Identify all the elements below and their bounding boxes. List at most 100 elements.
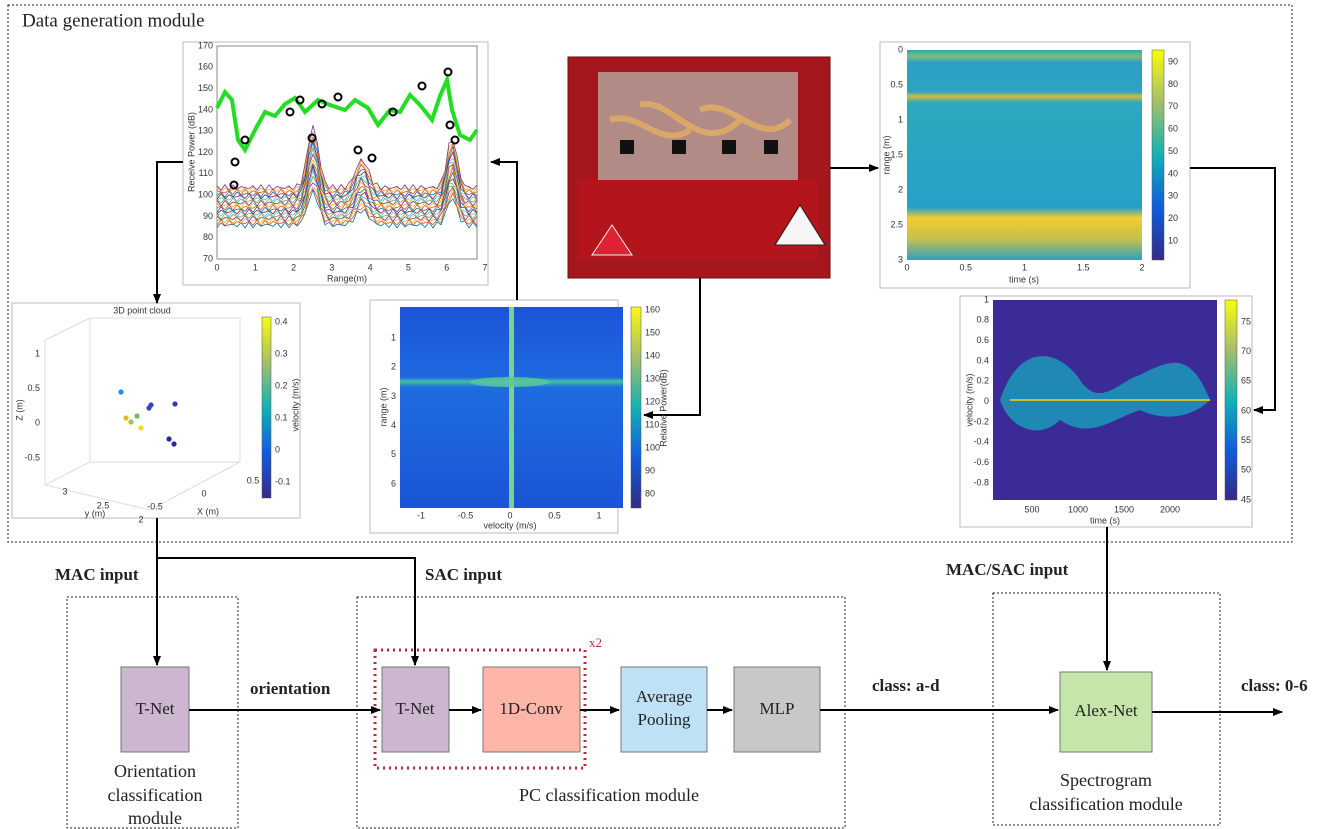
tick-label: 2: [1139, 262, 1144, 272]
tick-label: 0.3: [275, 348, 288, 358]
range-time-figure: [880, 42, 1190, 288]
tick-label: 140: [645, 350, 660, 360]
tick-label: 160: [198, 62, 213, 72]
axis-label: velocity (m/s): [290, 378, 300, 431]
tick-label: 1.5: [1077, 262, 1090, 272]
tick-label: 500: [1024, 504, 1039, 514]
axis-label: velocity (m/s): [964, 373, 974, 426]
tick-label: 90: [645, 465, 655, 475]
tick-label: 1: [984, 294, 989, 304]
tick-label: 0.2: [275, 380, 288, 390]
block-label: Alex-Net: [1074, 701, 1138, 720]
tick-label: 0.8: [976, 315, 989, 325]
tick-label: 60: [1241, 405, 1251, 415]
axis-label: X (m): [197, 506, 219, 516]
tick-label: -1: [417, 510, 425, 520]
range-doppler-figure: [370, 300, 641, 533]
axis-label: Range(m): [327, 273, 367, 283]
module-label: PC classification module: [519, 785, 699, 805]
tick-label: 1: [1022, 262, 1027, 272]
tick-label: 0.5: [27, 383, 40, 393]
tick-label: 20: [1168, 213, 1178, 223]
tick-label: 60: [1168, 124, 1178, 134]
range-profile-figure: [183, 42, 488, 285]
axis-label: time (s): [1090, 515, 1120, 525]
block-label: T-Net: [395, 699, 434, 718]
tick-label: 0.5: [548, 510, 561, 520]
module-label: module: [128, 808, 182, 828]
tick-label: 150: [198, 83, 213, 93]
tick-label: 80: [203, 232, 213, 242]
tick-label: 5: [391, 449, 396, 459]
axis-label: range (m): [378, 387, 388, 426]
input-label: SAC input: [425, 565, 502, 584]
tick-label: 110: [199, 168, 213, 178]
point-cloud-figure: [12, 303, 300, 518]
tick-label: -0.5: [24, 452, 40, 462]
tick-label: 6: [391, 478, 396, 488]
tick-label: 1: [391, 332, 396, 342]
tick-label: 2: [391, 362, 396, 372]
axis-label: velocity (m/s): [483, 520, 536, 530]
tick-label: 120: [198, 147, 213, 157]
tick-label: 3: [62, 486, 67, 496]
tick-label: 2.5: [890, 219, 903, 229]
tick-label: 3: [391, 391, 396, 401]
tick-label: 0.6: [976, 335, 989, 345]
tick-label: 0.2: [976, 376, 989, 386]
tick-label: 50: [1241, 465, 1251, 475]
tick-label: 160: [645, 304, 660, 314]
diagram: Data generation module: [0, 0, 1335, 829]
tick-label: -0.4: [973, 437, 989, 447]
tick-label: 2000: [1160, 504, 1180, 514]
tick-label: 1.5: [890, 149, 903, 159]
tick-label: -0.5: [458, 510, 474, 520]
repeat-label: x2: [589, 635, 602, 650]
tick-label: 0: [275, 444, 280, 454]
tick-label: 0: [201, 488, 206, 498]
tick-label: 90: [1168, 56, 1178, 66]
tick-label: -0.5: [147, 501, 163, 511]
tick-label: 0: [214, 262, 219, 272]
module-label: classification: [108, 785, 203, 805]
tick-label: 0: [984, 396, 989, 406]
tick-label: 4: [368, 262, 373, 272]
block-label: T-Net: [135, 699, 174, 718]
tick-label: 0.5: [247, 475, 260, 485]
block-label: MLP: [760, 699, 795, 718]
block-label: Average: [636, 687, 692, 706]
axis-label: Z (m): [14, 399, 24, 421]
tick-label: 80: [645, 488, 655, 498]
tick-label: 170: [198, 40, 213, 50]
tick-label: 40: [1168, 168, 1178, 178]
tick-label: 45: [1241, 494, 1251, 504]
tick-label: 150: [645, 327, 660, 337]
module-label: Orientation: [114, 761, 196, 781]
module-label: classification module: [1029, 794, 1182, 814]
tick-label: 4: [391, 420, 396, 430]
tick-label: 10: [1168, 235, 1178, 245]
tick-label: 0: [898, 44, 903, 54]
radar-board-photo: [568, 57, 830, 278]
tick-label: 70: [1168, 101, 1178, 111]
tick-label: 1500: [1114, 504, 1134, 514]
tick-label: 3: [329, 262, 334, 272]
tick-label: 30: [1168, 191, 1178, 201]
edge-label: class: 0-6: [1241, 676, 1308, 695]
figure-title: 3D point cloud: [113, 305, 171, 315]
tick-label: 55: [1241, 435, 1251, 445]
module-label: Spectrogram: [1060, 770, 1152, 790]
tick-label: 2: [898, 184, 903, 194]
edge-label: orientation: [250, 679, 331, 698]
tick-label: 80: [1168, 79, 1178, 89]
tick-label: 110: [645, 419, 659, 429]
tick-label: 140: [198, 104, 213, 114]
edge-label: class: a-d: [872, 676, 940, 695]
tick-label: 1: [253, 262, 258, 272]
input-label: MAC input: [55, 565, 139, 584]
tick-label: -0.1: [275, 476, 291, 486]
block-label: Pooling: [638, 710, 691, 729]
tick-label: 6: [444, 262, 449, 272]
tick-label: -0.8: [973, 477, 989, 487]
tick-label: -0.2: [973, 416, 989, 426]
